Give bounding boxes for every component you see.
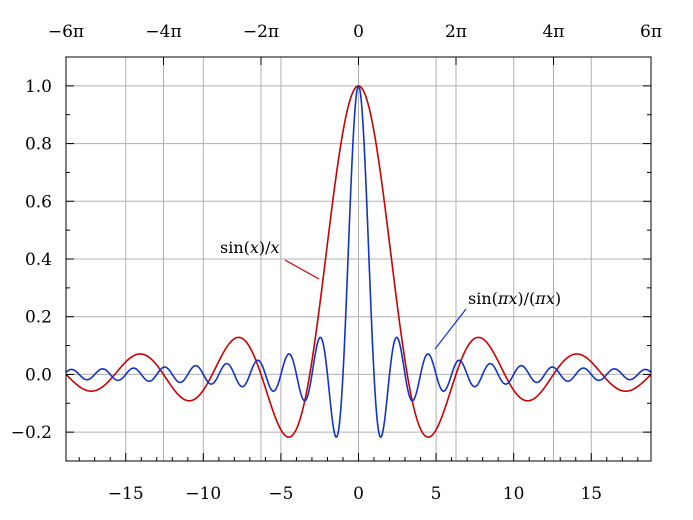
- annotation-normsinc-leader: [434, 308, 467, 350]
- y-tick-label: 1.0: [25, 77, 52, 97]
- grid: [65, 57, 652, 461]
- annotation-sinc-leader: [284, 259, 320, 280]
- x-tick-label: 15: [580, 484, 602, 504]
- x-tick-label: 0: [353, 484, 364, 504]
- y-tick-label: 0.8: [25, 135, 52, 155]
- top-tick-label: −6π: [48, 22, 84, 42]
- y-tick-label: 0.2: [25, 308, 52, 328]
- x-tick-label: −15: [108, 484, 144, 504]
- y-tick-label: 0.0: [25, 365, 52, 385]
- top-tick-label: 6π: [640, 22, 662, 42]
- annotation-sinc-label: sin(x)/x: [220, 238, 280, 257]
- top-tick-label: −2π: [243, 22, 279, 42]
- top-tick-label: −4π: [145, 22, 181, 42]
- y-tick-label: 0.4: [25, 250, 52, 270]
- x-tick-label: −10: [185, 484, 221, 504]
- ticks: [65, 56, 652, 462]
- top-tick-label: 4π: [542, 22, 564, 42]
- x-tick-label: 10: [503, 484, 525, 504]
- top-tick-label: 0: [353, 22, 364, 42]
- series-layer: [65, 84, 652, 438]
- y-tick-label: −0.2: [11, 423, 52, 443]
- y-tick-label: 0.6: [25, 192, 52, 212]
- annotation-normsinc: sin(πx)/(πx): [434, 289, 561, 350]
- series-line-normsinc: [65, 84, 652, 438]
- annotation-sinc: sin(x)/x: [220, 238, 320, 280]
- tick-labels: −15 −10 −5 0 5 10 15 −0.2 0.0 0.2 0.4 0.6 0.8 1.0 −6π −…: [11, 22, 662, 504]
- x-tick-label: 5: [431, 484, 442, 504]
- annotation-normsinc-label: sin(πx)/(πx): [468, 289, 561, 308]
- x-tick-label: −5: [268, 484, 293, 504]
- top-tick-label: 2π: [445, 22, 467, 42]
